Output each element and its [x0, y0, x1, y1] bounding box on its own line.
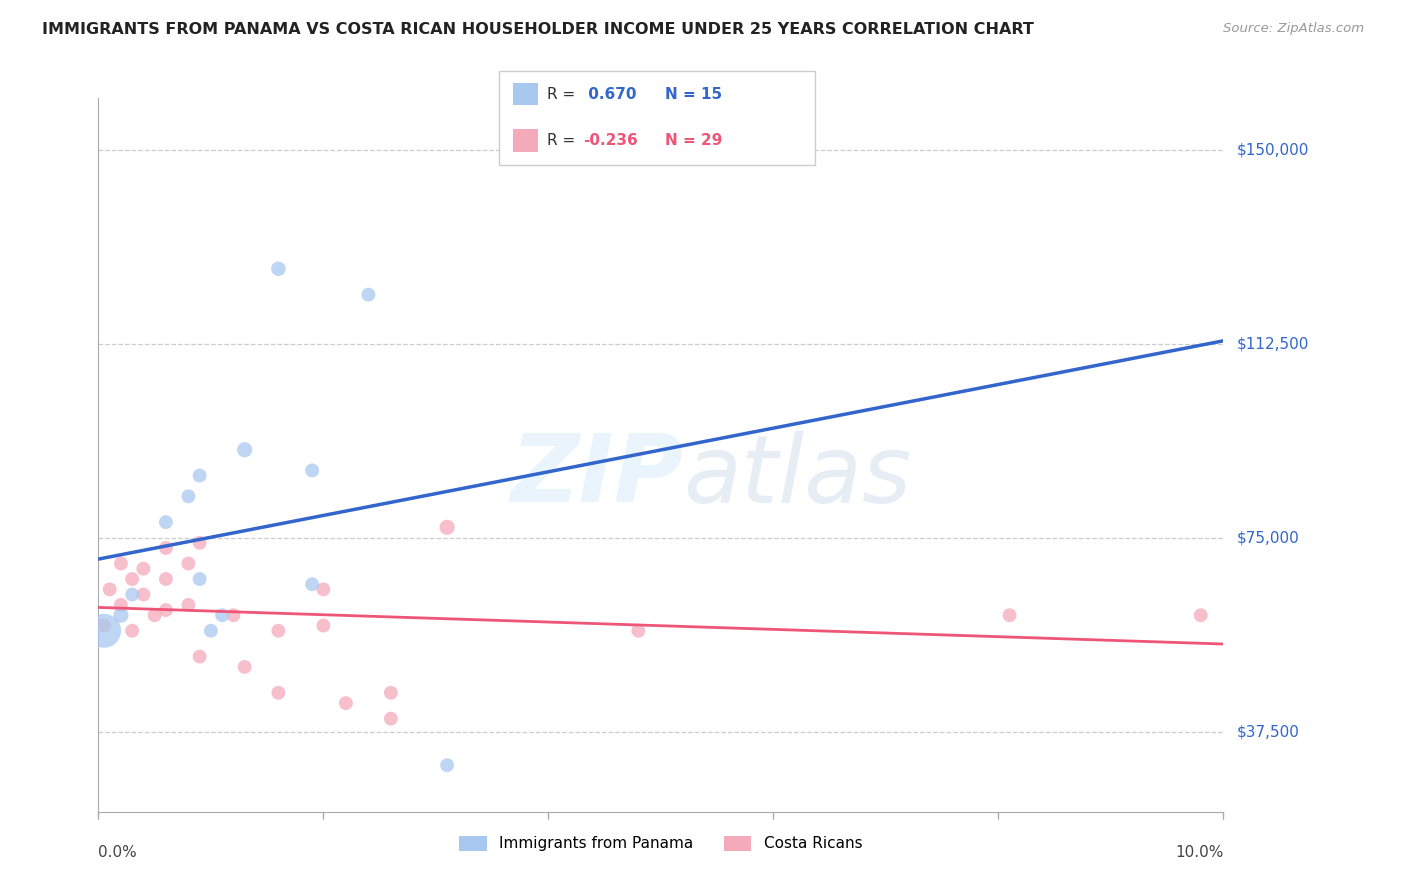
- Text: IMMIGRANTS FROM PANAMA VS COSTA RICAN HOUSEHOLDER INCOME UNDER 25 YEARS CORRELAT: IMMIGRANTS FROM PANAMA VS COSTA RICAN HO…: [42, 22, 1033, 37]
- Point: [301, 463, 323, 477]
- Text: $37,500: $37,500: [1237, 724, 1299, 739]
- Point: [110, 608, 132, 623]
- Point: [110, 557, 132, 571]
- Point: [1189, 608, 1212, 623]
- Point: [436, 520, 458, 534]
- Point: [110, 598, 132, 612]
- Point: [233, 660, 256, 674]
- Point: [200, 624, 222, 638]
- Point: [267, 261, 290, 276]
- Point: [93, 618, 115, 632]
- Point: [312, 618, 335, 632]
- Text: -0.236: -0.236: [583, 133, 638, 148]
- Point: [121, 588, 143, 602]
- Text: ZIP: ZIP: [510, 430, 683, 523]
- Point: [267, 624, 290, 638]
- Point: [436, 758, 458, 772]
- Text: N = 29: N = 29: [665, 133, 723, 148]
- Point: [132, 562, 155, 576]
- Point: [188, 572, 211, 586]
- Text: $75,000: $75,000: [1237, 530, 1299, 545]
- Legend: Immigrants from Panama, Costa Ricans: Immigrants from Panama, Costa Ricans: [453, 830, 869, 857]
- Point: [233, 442, 256, 457]
- Point: [312, 582, 335, 597]
- Point: [380, 712, 402, 726]
- Point: [132, 588, 155, 602]
- Text: R =: R =: [547, 133, 581, 148]
- Point: [188, 649, 211, 664]
- Text: N = 15: N = 15: [665, 87, 723, 102]
- Point: [335, 696, 357, 710]
- Point: [301, 577, 323, 591]
- Text: 0.0%: 0.0%: [98, 846, 138, 860]
- Point: [143, 608, 166, 623]
- Point: [267, 686, 290, 700]
- Point: [177, 557, 200, 571]
- Point: [93, 624, 115, 638]
- Point: [155, 515, 177, 529]
- Point: [121, 572, 143, 586]
- Point: [380, 686, 402, 700]
- Point: [155, 572, 177, 586]
- Point: [627, 624, 650, 638]
- Text: $112,500: $112,500: [1237, 336, 1309, 351]
- Text: 10.0%: 10.0%: [1175, 846, 1223, 860]
- Point: [177, 489, 200, 503]
- Text: atlas: atlas: [683, 431, 911, 522]
- Point: [188, 468, 211, 483]
- Point: [155, 603, 177, 617]
- Point: [98, 582, 121, 597]
- Point: [155, 541, 177, 555]
- Text: Source: ZipAtlas.com: Source: ZipAtlas.com: [1223, 22, 1364, 36]
- Point: [222, 608, 245, 623]
- Text: 0.670: 0.670: [583, 87, 637, 102]
- Text: R =: R =: [547, 87, 581, 102]
- Point: [121, 624, 143, 638]
- Text: $150,000: $150,000: [1237, 143, 1309, 157]
- Point: [211, 608, 233, 623]
- Point: [357, 287, 380, 301]
- Point: [188, 536, 211, 550]
- Point: [177, 598, 200, 612]
- Point: [998, 608, 1021, 623]
